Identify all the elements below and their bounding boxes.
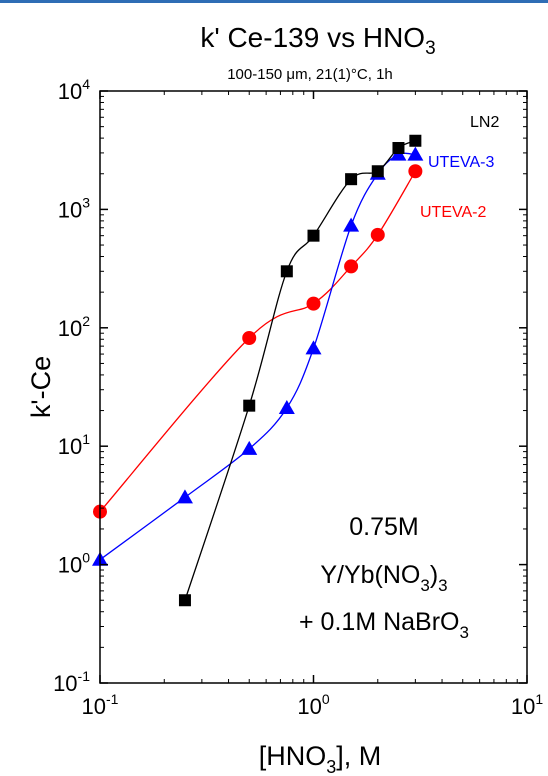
x-tick-label: 100 [297,691,329,719]
data-point-uteva3 [305,340,322,355]
y-tick-label: 100 [58,550,90,578]
data-point-ln2 [280,265,293,278]
legend-label-uteva2: UTEVA-2 [420,204,486,221]
legend-label-uteva3: UTEVA-3 [428,154,494,171]
series-layer [92,134,424,607]
y-tick-label: 103 [58,194,90,222]
data-point-uteva2 [408,164,423,179]
data-point-ln2 [243,399,256,412]
x-axis-label: [HNO3], M [259,741,382,776]
y-tick-label: 104 [58,76,90,104]
data-point-uteva2 [344,259,359,274]
legend-label-ln2: LN2 [470,114,499,131]
data-point-ln2 [409,134,422,147]
data-point-uteva3 [278,400,295,415]
annotation-line-1: 0.75M [349,513,418,541]
x-tick-label: 101 [511,691,543,719]
annotation-line-3: + 0.1M NaBrO3 [299,608,469,642]
data-point-uteva2 [370,227,385,242]
chart-subtitle: 100-150 μm, 21(1)°C, 1h [227,66,393,83]
data-point-uteva2 [242,331,257,346]
y-axis-label: k'-Ce [26,356,56,418]
annotation: 0.75M Y/Yb(NO3)3 + 0.1M NaBrO3 [299,513,469,642]
top-border [0,0,548,3]
series-ln2 [178,134,422,607]
annotation-line-2: Y/Yb(NO3)3 [320,561,447,595]
y-tick-label: 10-1 [53,668,90,696]
series-line-uteva3 [99,152,416,561]
data-point-uteva3 [407,146,424,161]
data-point-uteva3 [241,440,258,455]
data-point-ln2 [371,165,384,178]
data-point-ln2 [307,229,320,242]
data-point-ln2 [392,142,405,155]
y-tick-label: 102 [58,313,90,341]
series-uteva3 [92,146,424,566]
data-point-uteva2 [306,296,321,311]
axis-layer: 10-1 100 101 10-1 100 101 102 103 104 [53,76,543,719]
series-uteva2 [93,164,423,519]
chart-title: k' Ce-139 vs HNO3 [200,22,435,59]
x-tick-label: 10-1 [82,691,119,719]
legend: LN2 UTEVA-3 UTEVA-2 [420,114,499,221]
data-point-uteva3 [343,217,360,232]
data-point-uteva3 [176,489,193,504]
y-tick-label: 101 [58,431,90,459]
data-point-ln2 [345,173,358,186]
plot-frame [99,90,528,684]
data-point-ln2 [178,594,191,607]
series-line-uteva2 [99,170,416,513]
